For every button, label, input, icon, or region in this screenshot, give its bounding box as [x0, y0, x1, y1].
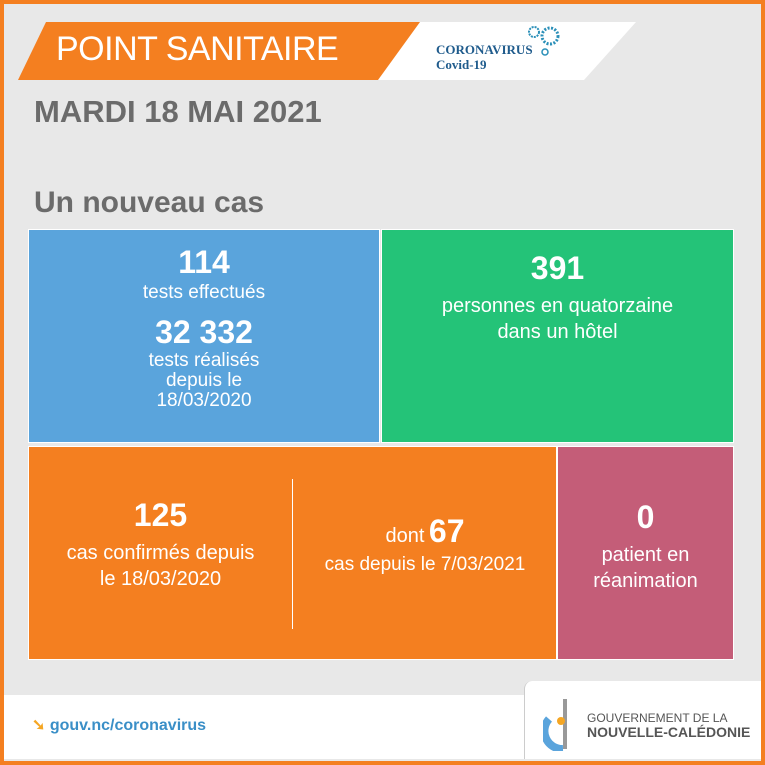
- gov-line1: GOUVERNEMENT DE LA: [587, 711, 728, 725]
- footer: ➘ gouv.nc/coronavirus GOUVERNEMENT DE LA…: [4, 681, 761, 759]
- page-title: POINT SANITAIRE: [56, 30, 339, 68]
- reanimation-value: 0: [636, 499, 655, 535]
- title-banner: [18, 22, 424, 80]
- website-link-text[interactable]: gouv.nc/coronavirus: [49, 717, 207, 734]
- tests-total-label3: 18/03/2020: [156, 390, 252, 411]
- quatorzaine-label2: dans un hôtel: [497, 321, 618, 343]
- gov-line2: NOUVELLE-CALÉDONIE: [587, 724, 751, 740]
- cases-value: 125: [133, 497, 188, 533]
- tests-daily-value: 114: [178, 244, 230, 280]
- cases-label2: le 18/03/2020: [99, 568, 222, 590]
- tests-daily-label: tests effectués: [142, 282, 266, 303]
- quatorzaine-box: 391 personnes en quatorzaine dans un hôt…: [381, 229, 734, 443]
- arrow-icon: ➘: [32, 717, 46, 734]
- date: MARDI 18 MAI 2021: [34, 94, 322, 129]
- divider: [292, 479, 293, 629]
- cases-recent: dont 67 cas depuis le 7/03/2021: [293, 513, 557, 578]
- dont-value: 67: [428, 513, 465, 549]
- reanimation-box: 0 patient en réanimation: [557, 446, 734, 660]
- tests-total-label1: tests réalisés: [148, 350, 260, 371]
- tests-total-value: 32 332: [155, 314, 253, 350]
- government-emblem-icon: [543, 699, 567, 751]
- reanimation-label2: réanimation: [593, 570, 698, 592]
- cases-label1: cas confirmés depuis: [66, 542, 255, 564]
- government-logo: GOUVERNEMENT DE LA NOUVELLE-CALÉDONIE: [524, 681, 761, 759]
- tests-total-label2: depuis le: [165, 370, 243, 391]
- website-link[interactable]: ➘ gouv.nc/coronavirus: [32, 715, 206, 735]
- logo-line2: Covid-19: [436, 57, 487, 72]
- quatorzaine-value: 391: [530, 250, 585, 286]
- coronavirus-logo: CORONAVIRUS Covid-19: [436, 42, 533, 72]
- reanimation-label1: patient en: [601, 544, 690, 566]
- quatorzaine-label1: personnes en quatorzaine: [441, 295, 674, 317]
- cases-box: 125 cas confirmés depuis le 18/03/2020 d…: [28, 446, 557, 660]
- tests-box: 114 tests effectués 32 332 tests réalisé…: [28, 229, 380, 443]
- cases-total: 125 cas confirmés depuis le 18/03/2020: [29, 497, 292, 592]
- virus-icon: [528, 26, 560, 56]
- dont-label: cas depuis le 7/03/2021: [324, 554, 526, 575]
- logo-line1: CORONAVIRUS: [436, 42, 533, 57]
- subtitle: Un nouveau cas: [34, 186, 265, 219]
- dont-prefix: dont: [385, 525, 425, 547]
